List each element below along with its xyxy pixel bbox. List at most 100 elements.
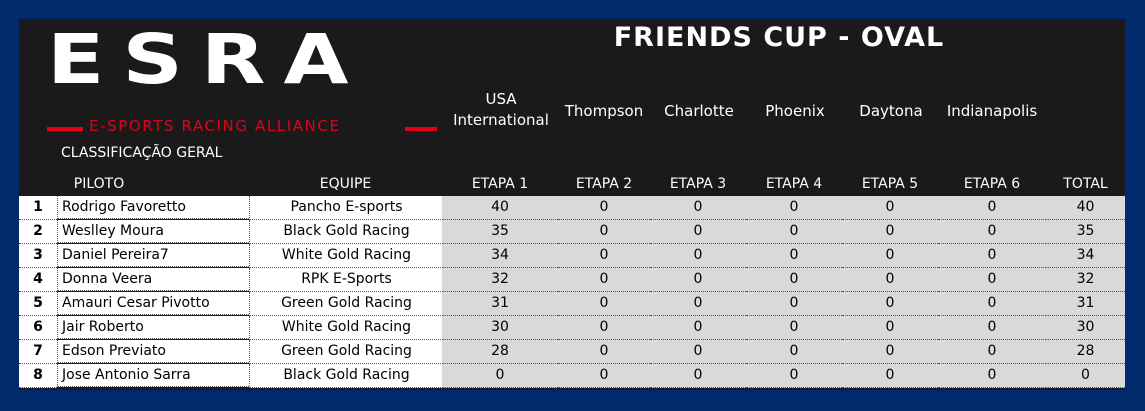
table-row: 6 Jair Roberto White Gold Racing 30 0 0 … [19,316,1125,340]
header-team: EQUIPE [319,176,372,192]
logo-wordmark: ESRA [47,19,367,100]
total-cell: 0 [1046,364,1125,388]
track-label-5: Daytona [859,102,923,120]
header-total: TOTAL [1063,176,1108,192]
table-row: 3 Daniel Pereira7 White Gold Racing 34 0… [19,244,1125,268]
stage-4-cell: 0 [746,196,842,220]
stage-2-cell: 0 [558,316,650,340]
driver-cell: Amauri Cesar Pivotto [57,292,249,315]
stage-5-cell: 0 [842,220,938,244]
stage-4-cell: 0 [746,316,842,340]
stage-6-cell: 0 [938,220,1046,244]
position-cell: 3 [19,244,57,268]
stage-6-cell: 0 [938,292,1046,316]
track-label-4: Phoenix [765,102,825,120]
stage-4-cell: 0 [746,340,842,364]
team-cell: White Gold Racing [249,244,443,268]
stage-1-cell: 30 [442,316,558,340]
position-cell: 8 [19,364,57,388]
stage-6-cell: 0 [938,340,1046,364]
team-cell: Black Gold Racing [249,364,443,388]
driver-cell: Jair Roberto [57,316,249,339]
stage-2-cell: 0 [558,268,650,292]
header-stage-3: ETAPA 3 [669,176,727,192]
table-row: 8 Jose Antonio Sarra Black Gold Racing 0… [19,364,1125,388]
stage-6-cell: 0 [938,196,1046,220]
team-cell: White Gold Racing [249,316,443,340]
logo-subtitle: E-SPORTS RACING ALLIANCE [89,117,341,135]
track-label-1-line-2: International [453,111,549,129]
stage-1-cell: 0 [442,364,558,388]
stage-4-cell: 0 [746,364,842,388]
driver-cell: Donna Veera [57,268,249,291]
track-label-2: Thompson [564,102,644,120]
position-cell: 1 [19,196,57,220]
stage-5-cell: 0 [842,196,938,220]
table-row: 2 Weslley Moura Black Gold Racing 35 0 0… [19,220,1125,244]
stage-3-cell: 0 [650,220,746,244]
track-label-6: Indianapolis [946,102,1038,120]
logo-line-left [47,127,83,131]
stage-6-cell: 0 [938,268,1046,292]
logo-line-right [405,127,437,131]
page-title: FRIENDS CUP - OVAL [613,22,945,53]
track-label-1: USA International [449,89,553,131]
driver-cell: Daniel Pereira7 [57,244,249,267]
header-driver: PILOTO [73,176,125,192]
table-row: 4 Donna Veera RPK E-Sports 32 0 0 0 0 0 … [19,268,1125,292]
team-cell: Black Gold Racing [249,220,443,244]
team-cell: Green Gold Racing [249,340,443,364]
position-cell: 5 [19,292,57,316]
table-row: 1 Rodrigo Favoretto Pancho E-sports 40 0… [19,196,1125,220]
driver-cell: Weslley Moura [57,220,249,243]
stage-3-cell: 0 [650,340,746,364]
stage-1-cell: 28 [442,340,558,364]
stage-5-cell: 0 [842,244,938,268]
stage-2-cell: 0 [558,340,650,364]
driver-cell: Edson Previato [57,340,249,363]
stage-3-cell: 0 [650,316,746,340]
total-cell: 35 [1046,220,1125,244]
header-stage-1: ETAPA 1 [471,176,529,192]
team-cell: RPK E-Sports [249,268,443,292]
classification-label: CLASSIFICAÇÃO GERAL [61,145,223,161]
stage-2-cell: 0 [558,244,650,268]
track-label-1-line-1: USA [485,90,517,108]
stage-4-cell: 0 [746,268,842,292]
stage-1-cell: 31 [442,292,558,316]
total-cell: 30 [1046,316,1125,340]
standings-table: 1 Rodrigo Favoretto Pancho E-sports 40 0… [19,196,1125,388]
position-cell: 4 [19,268,57,292]
stage-5-cell: 0 [842,292,938,316]
total-cell: 34 [1046,244,1125,268]
stage-3-cell: 0 [650,196,746,220]
stage-4-cell: 0 [746,220,842,244]
track-label-3: Charlotte [664,102,734,120]
stage-3-cell: 0 [650,364,746,388]
stage-6-cell: 0 [938,244,1046,268]
header-stage-4: ETAPA 4 [765,176,823,192]
stage-5-cell: 0 [842,340,938,364]
stage-2-cell: 0 [558,220,650,244]
header-stage-2: ETAPA 2 [575,176,633,192]
esra-logo: ESRA E-SPORTS RACING ALLIANCE [47,19,437,143]
stage-2-cell: 0 [558,196,650,220]
stage-2-cell: 0 [558,364,650,388]
position-cell: 2 [19,220,57,244]
position-cell: 6 [19,316,57,340]
stage-2-cell: 0 [558,292,650,316]
total-cell: 40 [1046,196,1125,220]
stage-6-cell: 0 [938,316,1046,340]
stage-3-cell: 0 [650,292,746,316]
stage-1-cell: 35 [442,220,558,244]
driver-cell: Rodrigo Favoretto [57,196,249,219]
stage-3-cell: 0 [650,268,746,292]
header-stage-6: ETAPA 6 [963,176,1021,192]
stage-3-cell: 0 [650,244,746,268]
stage-4-cell: 0 [746,244,842,268]
stage-6-cell: 0 [938,364,1046,388]
total-cell: 28 [1046,340,1125,364]
total-cell: 31 [1046,292,1125,316]
team-cell: Green Gold Racing [249,292,443,316]
stage-1-cell: 40 [442,196,558,220]
